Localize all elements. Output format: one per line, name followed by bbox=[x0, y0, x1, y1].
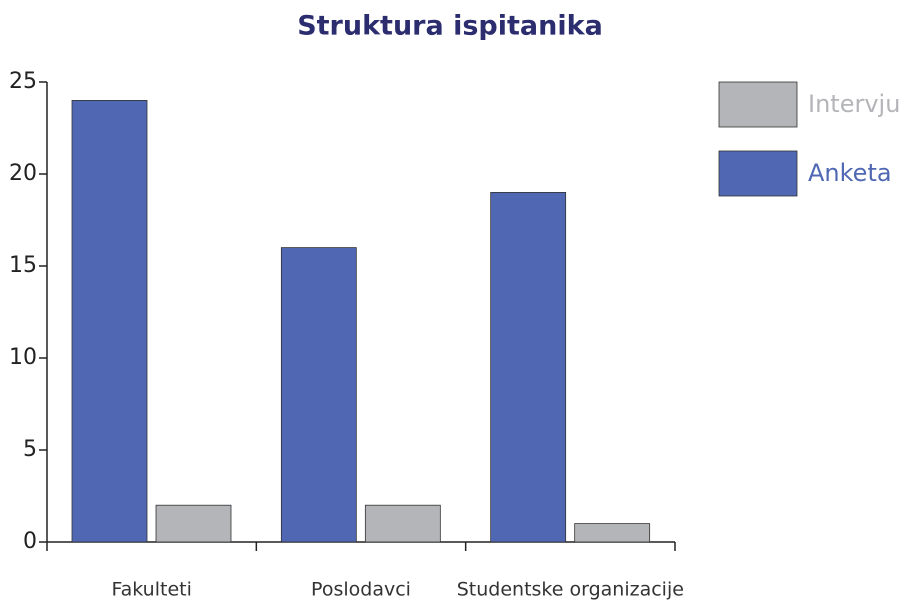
x-tick-label: Poslodavci bbox=[311, 579, 411, 601]
y-tick-label: 15 bbox=[9, 253, 37, 278]
legend-label: Intervju bbox=[808, 90, 900, 118]
bar bbox=[574, 523, 651, 543]
y-tick-label: 10 bbox=[9, 345, 37, 370]
bar bbox=[364, 504, 441, 543]
chart-title: Struktura ispitanika bbox=[297, 11, 603, 42]
legend-swatch bbox=[718, 81, 798, 128]
y-tick-label: 25 bbox=[9, 69, 37, 94]
y-tick-label: 5 bbox=[23, 437, 37, 462]
bar bbox=[155, 504, 232, 543]
legend-label: Anketa bbox=[808, 159, 892, 187]
x-tick-label: Studentske organizacije bbox=[457, 579, 684, 601]
bar bbox=[280, 247, 357, 543]
x-tick-label: Fakulteti bbox=[111, 579, 191, 601]
legend-swatch bbox=[718, 150, 798, 197]
bar bbox=[490, 191, 567, 543]
y-tick-label: 20 bbox=[9, 161, 37, 186]
y-tick-label: 0 bbox=[23, 529, 37, 554]
bar bbox=[71, 100, 148, 543]
